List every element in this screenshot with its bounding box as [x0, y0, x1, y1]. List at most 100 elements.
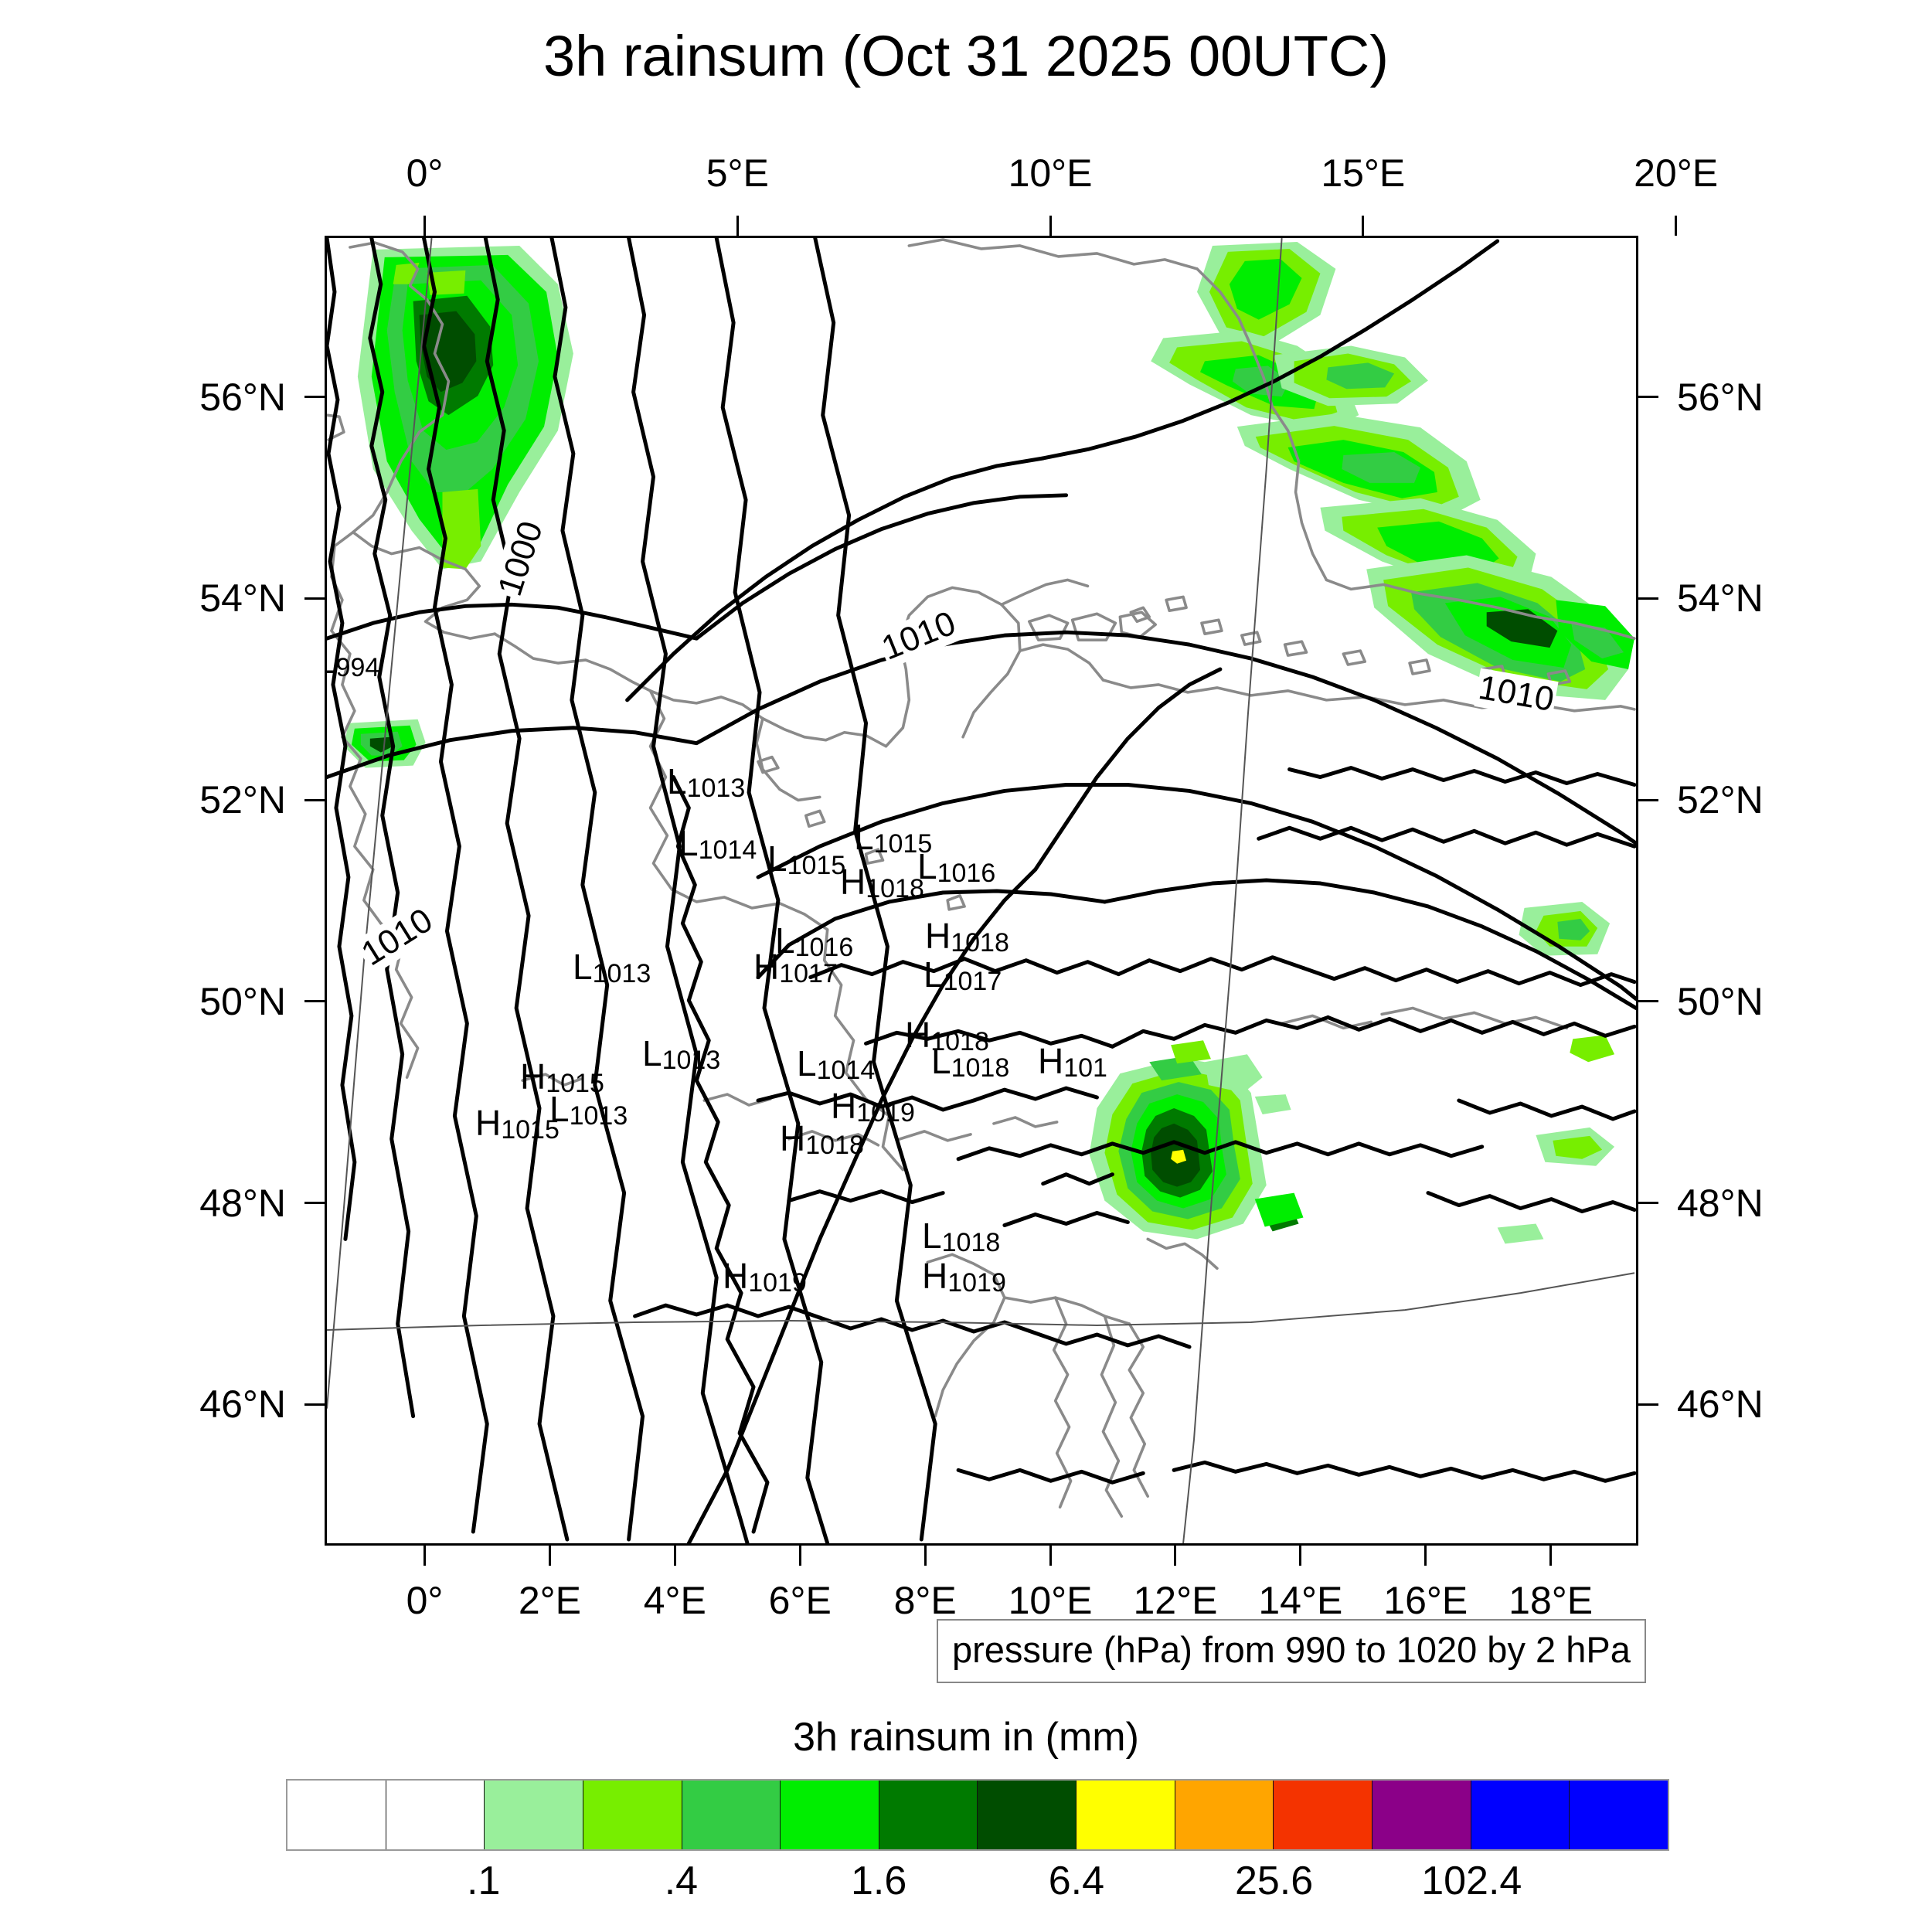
- axis-label-right: 56°N: [1677, 375, 1764, 419]
- colorbar-swatch[interactable]: [978, 1781, 1077, 1849]
- pressure-extremum-label: H1015: [520, 1056, 604, 1099]
- colorbar-swatch[interactable]: [1372, 1781, 1471, 1849]
- graticule-layer: [327, 238, 1635, 1543]
- pressure-extremum-label: L1014: [679, 823, 757, 866]
- colorbar-tick-labels: .1 .4 1.6 6.4 25.6 102.4: [286, 1858, 1669, 1912]
- precipitation-raster: [343, 241, 1635, 1244]
- axis-tick-bottom: [548, 1546, 551, 1566]
- axis-tick-right: [1638, 597, 1658, 600]
- axis-tick-bottom: [1299, 1546, 1302, 1566]
- axis-label-top: 5°E: [706, 151, 769, 195]
- axis-label-right: 54°N: [1677, 577, 1764, 621]
- axis-tick-bottom: [1424, 1546, 1427, 1566]
- pressure-extremum-label: L1013: [667, 761, 746, 804]
- pressure-extremum-label: H1017: [753, 947, 838, 989]
- axis-tick-left: [304, 1403, 325, 1406]
- axis-label-top: 15°E: [1321, 151, 1406, 195]
- pressure-extremum-label: H1018: [780, 1118, 864, 1161]
- axis-tick-top: [423, 216, 427, 236]
- pressure-extremum-label: H101: [1038, 1041, 1107, 1083]
- axis-tick-left: [304, 1000, 325, 1003]
- colorbar-swatch[interactable]: [1175, 1781, 1274, 1849]
- axis-label-bottom: 14°E: [1258, 1579, 1343, 1622]
- page-title: 3h rainsum (Oct 31 2025 00UTC): [543, 24, 1389, 88]
- colorbar-swatch[interactable]: [583, 1781, 682, 1849]
- pressure-extremum-label: H1015: [475, 1103, 560, 1145]
- pressure-extremum-label: L1015: [767, 838, 846, 881]
- axis-label-bottom: 10°E: [1008, 1579, 1093, 1622]
- colorbar-swatch[interactable]: [1077, 1781, 1175, 1849]
- axis-label-top: 20°E: [1634, 151, 1719, 195]
- pressure-extremum-label: L1013: [549, 1089, 628, 1131]
- axis-label-bottom: 0°: [406, 1579, 444, 1622]
- axis-label-left: 52°N: [199, 778, 286, 822]
- colorbar-tick-label: .4: [664, 1859, 699, 1903]
- colorbar-tick-label: .1: [467, 1859, 501, 1903]
- axis-label-left: 54°N: [199, 577, 286, 621]
- colorbar-swatch[interactable]: [1274, 1781, 1373, 1849]
- axis-label-left: 56°N: [199, 375, 286, 419]
- pressure-extremum-label: L1015: [854, 817, 933, 859]
- colorbar-swatch[interactable]: [1471, 1781, 1570, 1849]
- pressure-extremum-label: L1013: [642, 1033, 721, 1076]
- axis-tick-top: [1049, 216, 1052, 236]
- axis-tick-top: [1675, 216, 1678, 236]
- pressure-extremum-label: H1019: [831, 1086, 915, 1128]
- colorbar-tick-label: 6.4: [1048, 1859, 1104, 1903]
- axis-label-top: 0°: [406, 151, 444, 195]
- axis-label-bottom: 18°E: [1509, 1579, 1594, 1622]
- colorbar-swatch[interactable]: [1570, 1781, 1668, 1849]
- axis-tick-top: [736, 216, 739, 236]
- pressure-extremum-label: H1018: [840, 862, 924, 904]
- colorbar-tick-label: 102.4: [1421, 1859, 1522, 1903]
- axis-tick-right: [1638, 396, 1658, 399]
- isobar-layer: [327, 238, 1636, 1543]
- axis-label-left: 50°N: [199, 979, 286, 1023]
- colorbar[interactable]: [286, 1779, 1669, 1851]
- axis-tick-left: [304, 1202, 325, 1205]
- axis-tick-bottom: [1174, 1546, 1177, 1566]
- colorbar-swatch[interactable]: [386, 1781, 485, 1849]
- axis-label-top: 10°E: [1008, 151, 1093, 195]
- axis-tick-bottom: [423, 1546, 427, 1566]
- colorbar-swatch[interactable]: [682, 1781, 781, 1849]
- axis-tick-bottom: [1049, 1546, 1052, 1566]
- axis-label-left: 46°N: [199, 1383, 286, 1427]
- pressure-extremum-label: L994: [327, 643, 380, 683]
- pressure-extremum-label: L1016: [917, 846, 996, 889]
- axis-tick-right: [1638, 1403, 1658, 1406]
- axis-tick-right: [1638, 798, 1658, 801]
- axis-label-bottom: 2°E: [518, 1579, 581, 1622]
- colorbar-tick-label: 1.6: [850, 1859, 907, 1903]
- axis-label-bottom: 8°E: [893, 1579, 957, 1622]
- map-graphic: [327, 238, 1636, 1543]
- axis-tick-bottom: [798, 1546, 801, 1566]
- axis-label-right: 50°N: [1677, 979, 1764, 1023]
- axis-label-right: 48°N: [1677, 1181, 1764, 1225]
- pressure-extremum-label: L1013: [573, 947, 651, 989]
- colorbar-swatch[interactable]: [781, 1781, 879, 1849]
- pressure-extremum-label: L1016: [775, 920, 854, 963]
- axis-label-right: 52°N: [1677, 778, 1764, 822]
- colorbar-swatch[interactable]: [287, 1781, 386, 1849]
- axis-label-right: 46°N: [1677, 1383, 1764, 1427]
- axis-tick-bottom: [1549, 1546, 1553, 1566]
- axis-tick-left: [304, 396, 325, 399]
- colorbar-title: 3h rainsum in (mm): [793, 1715, 1139, 1760]
- axis-label-bottom: 6°E: [768, 1579, 832, 1622]
- pressure-extremum-label: H1018: [925, 916, 1009, 958]
- colorbar-swatch[interactable]: [485, 1781, 583, 1849]
- pressure-extremum-label: L1018: [931, 1041, 1010, 1083]
- pressure-extremum-label: H1018: [905, 1015, 989, 1057]
- colorbar-swatch[interactable]: [879, 1781, 978, 1849]
- axis-label-left: 48°N: [199, 1181, 286, 1225]
- pressure-contour-note: pressure (hPa) from 990 to 1020 by 2 hPa: [937, 1619, 1646, 1683]
- axis-label-bottom: 16°E: [1383, 1579, 1468, 1622]
- map-plot-area[interactable]: L994 L1013 L1014 L1015 L1015 L1016 H1018…: [325, 236, 1638, 1546]
- axis-tick-bottom: [673, 1546, 676, 1566]
- axis-tick-right: [1638, 1000, 1658, 1003]
- pressure-extremum-label: L1017: [923, 954, 1002, 997]
- axis-tick-left: [304, 798, 325, 801]
- pressure-extremum-label: H1019: [922, 1256, 1006, 1298]
